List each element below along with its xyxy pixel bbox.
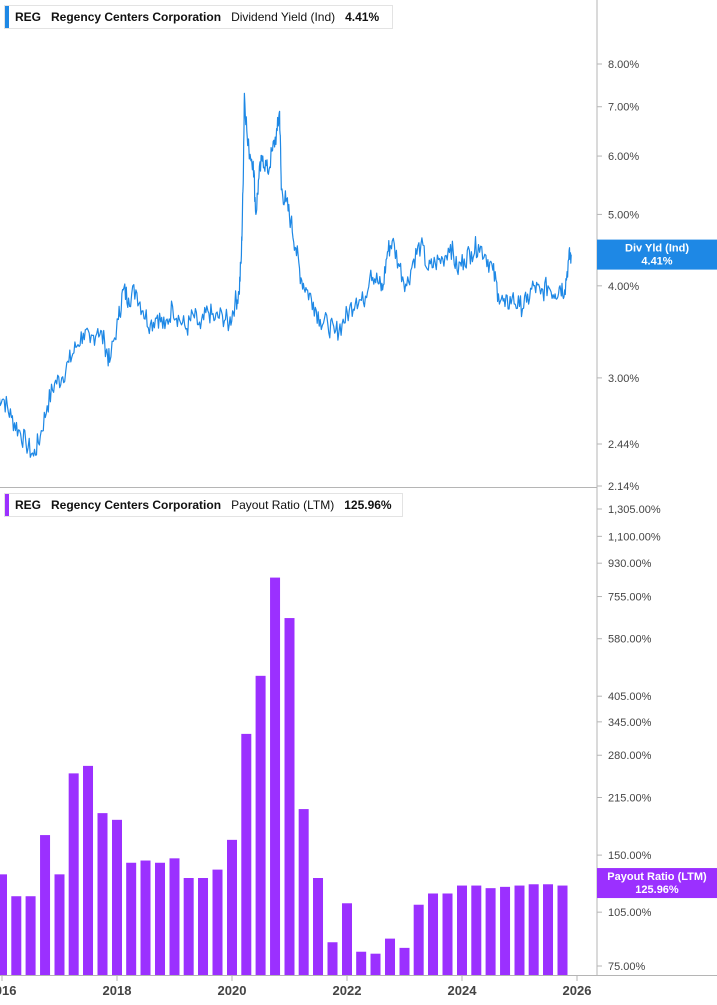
payout-y-tick-label: 215.00% xyxy=(608,793,652,805)
x-tick-label: 2020 xyxy=(218,983,247,998)
payout-bar xyxy=(169,858,180,975)
payout-y-tick-label: 580.00% xyxy=(608,634,652,646)
legend-company: Regency Centers Corporation xyxy=(51,10,222,24)
payout-y-tick-label: 150.00% xyxy=(608,850,652,862)
payout-bar xyxy=(284,618,295,975)
payout-bar xyxy=(298,809,309,975)
payout-bar xyxy=(140,860,151,975)
payout-bar xyxy=(112,819,122,975)
payout-y-tick-label: 105.00% xyxy=(608,907,652,919)
payout-bar xyxy=(241,733,252,975)
payout-bar xyxy=(97,813,108,975)
yield-last-label-value: 4.41% xyxy=(641,256,672,268)
payout-bar xyxy=(385,938,396,975)
payout-bar xyxy=(428,893,439,975)
payout-bar xyxy=(399,947,410,975)
payout-bar xyxy=(471,885,482,975)
payout-bar xyxy=(442,893,453,975)
legend-value: 125.96% xyxy=(344,498,392,512)
payout-bar xyxy=(198,877,209,975)
payout-bar xyxy=(54,874,65,975)
legend-swatch-payout xyxy=(5,494,9,516)
yield-last-label-box xyxy=(597,239,717,270)
payout-bar xyxy=(270,577,281,975)
legend-payout-ratio: REG Regency Centers Corporation Payout R… xyxy=(4,493,403,517)
payout-bar xyxy=(528,884,539,975)
payout-bar xyxy=(11,896,22,975)
legend-swatch-yield xyxy=(5,6,9,28)
payout-last-label-box xyxy=(597,868,717,899)
payout-bar xyxy=(500,886,511,975)
payout-bar xyxy=(370,953,381,975)
payout-bar xyxy=(40,835,51,975)
payout-bar xyxy=(155,862,166,975)
payout-bar xyxy=(543,884,554,975)
yield-y-tick-label: 2.14% xyxy=(608,481,639,493)
payout-bar xyxy=(126,862,137,975)
yield-y-tick-label: 7.00% xyxy=(608,102,639,114)
x-tick-label: 2018 xyxy=(103,983,132,998)
payout-y-tick-label: 75.00% xyxy=(608,961,646,973)
legend-dividend-yield: REG Regency Centers Corporation Dividend… xyxy=(4,5,393,29)
x-tick-label: 2016 xyxy=(0,983,16,998)
payout-bar xyxy=(0,874,7,975)
payout-bar xyxy=(183,877,194,975)
payout-y-tick-label: 1,305.00% xyxy=(608,504,661,516)
payout-bar xyxy=(68,773,79,975)
payout-last-label-value: 125.96% xyxy=(635,884,679,896)
payout-y-tick-label: 405.00% xyxy=(608,691,652,703)
yield-y-tick-label: 8.00% xyxy=(608,59,639,71)
payout-y-tick-label: 280.00% xyxy=(608,750,652,762)
yield-y-tick-label: 6.00% xyxy=(608,151,639,163)
legend-metric: Payout Ratio (LTM) xyxy=(231,498,335,512)
legend-value: 4.41% xyxy=(345,10,380,24)
payout-bar xyxy=(327,942,338,975)
legend-metric: Dividend Yield (Ind) xyxy=(231,10,336,24)
payout-bar xyxy=(227,839,237,975)
x-tick-label: 2024 xyxy=(448,983,478,998)
payout-y-tick-label: 930.00% xyxy=(608,558,652,570)
legend-ticker: REG xyxy=(15,10,42,24)
legend-ticker: REG xyxy=(15,498,42,512)
yield-y-tick-label: 4.00% xyxy=(608,281,639,293)
yield-y-tick-label: 5.00% xyxy=(608,209,639,221)
dividend-yield-line xyxy=(0,92,572,458)
yield-y-tick-label: 3.00% xyxy=(608,373,639,385)
payout-bar xyxy=(25,896,36,975)
legend-company: Regency Centers Corporation xyxy=(51,498,222,512)
payout-y-tick-label: 1,100.00% xyxy=(608,531,661,543)
payout-bar xyxy=(255,675,266,975)
payout-bar xyxy=(212,869,223,975)
payout-bar xyxy=(485,888,496,975)
payout-bar xyxy=(342,903,352,975)
yield-last-label-title: Div Yld (Ind) xyxy=(625,243,689,255)
payout-last-label-title: Payout Ratio (LTM) xyxy=(607,871,707,883)
payout-y-tick-label: 345.00% xyxy=(608,717,652,729)
payout-bar xyxy=(413,904,424,975)
x-tick-label: 2026 xyxy=(563,983,592,998)
payout-bar xyxy=(514,885,525,975)
payout-bar xyxy=(313,877,324,975)
yield-y-tick-label: 2.44% xyxy=(608,439,639,451)
payout-bar xyxy=(557,885,568,975)
x-tick-label: 2022 xyxy=(333,983,362,998)
payout-bar xyxy=(457,885,467,975)
payout-bar xyxy=(356,951,367,975)
payout-y-tick-label: 755.00% xyxy=(608,592,652,604)
payout-bar xyxy=(83,765,94,975)
